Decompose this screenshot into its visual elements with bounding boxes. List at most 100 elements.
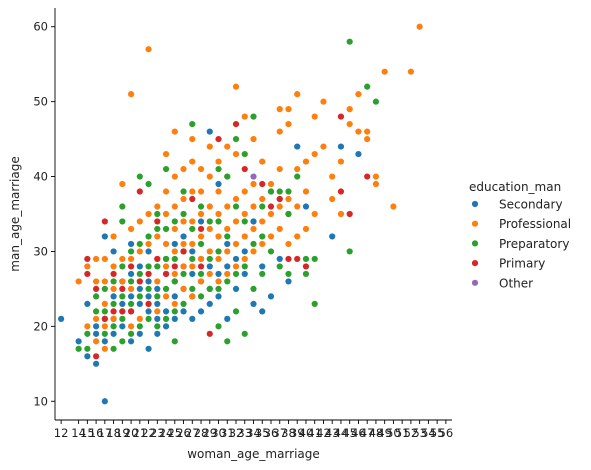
point-professional <box>224 143 231 150</box>
point-secondary <box>162 308 170 315</box>
point-professional <box>110 263 117 270</box>
point-professional <box>171 173 178 180</box>
point-preparatory <box>285 270 292 278</box>
x-tick-label: 56 <box>439 426 454 440</box>
point-professional <box>372 173 380 180</box>
point-primary <box>232 121 240 128</box>
x-tick-label: 39 <box>290 426 305 440</box>
point-secondary <box>267 293 275 300</box>
point-secondary <box>101 398 108 405</box>
point-professional <box>206 248 213 255</box>
point-professional <box>101 255 108 263</box>
point-secondary <box>241 270 248 278</box>
y-tick-label: 30 <box>33 244 48 258</box>
y-tick-label: 60 <box>33 20 48 34</box>
point-professional <box>110 233 117 240</box>
point-preparatory <box>110 278 117 285</box>
point-primary <box>285 255 292 263</box>
point-preparatory <box>197 240 205 248</box>
point-secondary <box>206 300 213 307</box>
point-secondary <box>171 315 178 322</box>
point-preparatory <box>119 293 126 300</box>
point-primary <box>84 255 91 263</box>
point-secondary <box>110 248 117 255</box>
point-secondary <box>224 263 231 270</box>
point-primary <box>337 188 345 195</box>
point-primary <box>197 225 205 233</box>
point-professional <box>224 270 231 278</box>
point-professional <box>215 188 222 195</box>
x-tick-label: 41 <box>307 426 322 440</box>
x-tick-label: 21 <box>133 426 148 440</box>
point-professional <box>110 315 117 322</box>
point-professional <box>171 300 178 307</box>
point-secondary <box>355 150 362 158</box>
point-professional <box>329 173 336 180</box>
point-professional <box>294 165 301 173</box>
x-tick-label: 30 <box>211 426 226 440</box>
point-preparatory <box>294 173 301 180</box>
point-professional <box>189 158 196 165</box>
point-professional <box>364 135 371 143</box>
point-preparatory <box>241 218 248 225</box>
point-professional <box>92 338 100 345</box>
point-secondary <box>241 248 248 255</box>
point-professional <box>92 255 100 263</box>
point-secondary <box>119 300 126 307</box>
point-preparatory <box>127 278 135 285</box>
legend: education_man Secondary Professional Prepa… <box>469 180 571 290</box>
point-secondary <box>285 278 292 285</box>
point-primary <box>171 263 178 270</box>
point-professional <box>302 188 310 195</box>
point-secondary <box>302 203 310 210</box>
legend-entry: Secondary <box>499 198 563 212</box>
point-preparatory <box>92 293 100 300</box>
point-preparatory <box>145 263 152 270</box>
point-professional <box>154 278 161 285</box>
point-preparatory <box>171 308 178 315</box>
x-tick-label: 49 <box>377 426 392 440</box>
point-preparatory <box>101 308 108 315</box>
point-professional <box>189 218 196 225</box>
point-preparatory <box>250 285 257 293</box>
point-preparatory <box>180 188 187 195</box>
point-professional <box>162 240 170 248</box>
point-professional <box>197 188 205 195</box>
point-primary <box>136 278 143 285</box>
point-preparatory <box>162 255 170 263</box>
point-secondary <box>110 330 117 337</box>
point-professional <box>189 188 196 195</box>
point-secondary <box>145 278 152 285</box>
y-tick-label: 10 <box>33 394 48 408</box>
point-preparatory <box>189 285 196 293</box>
point-secondary <box>136 330 143 337</box>
point-professional <box>84 263 91 270</box>
x-tick-label: 35 <box>255 426 270 440</box>
point-primary <box>92 353 100 360</box>
point-secondary <box>206 128 213 135</box>
point-preparatory <box>241 330 248 337</box>
point-secondary <box>110 293 117 300</box>
point-professional <box>259 158 266 165</box>
point-preparatory <box>136 293 143 300</box>
x-tick-label: 20 <box>124 426 139 440</box>
point-secondary <box>180 308 187 315</box>
point-preparatory <box>101 330 108 337</box>
x-tick-label: 47 <box>360 426 375 440</box>
point-preparatory <box>110 300 117 307</box>
point-professional <box>285 106 292 113</box>
y-tick-label: 20 <box>33 319 48 333</box>
point-preparatory <box>145 180 152 188</box>
point-secondary <box>232 255 240 263</box>
point-professional <box>215 278 222 285</box>
point-professional <box>337 210 345 218</box>
point-professional <box>250 203 257 210</box>
x-axis-label: woman_age_marriage <box>187 447 320 461</box>
point-preparatory <box>302 255 310 263</box>
point-other <box>250 173 257 180</box>
point-preparatory <box>311 300 318 307</box>
point-preparatory <box>136 240 143 248</box>
point-preparatory <box>232 270 240 278</box>
x-tick-label: 32 <box>229 426 244 440</box>
point-professional <box>171 225 178 233</box>
